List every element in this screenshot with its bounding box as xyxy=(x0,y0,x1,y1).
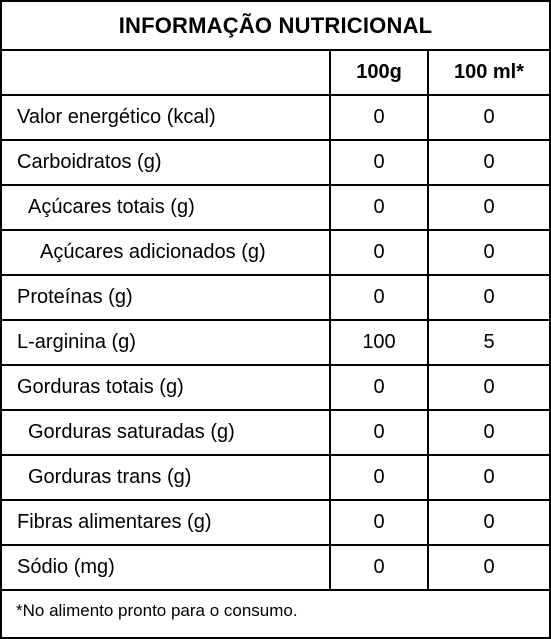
panel-title: INFORMAÇÃO NUTRICIONAL xyxy=(2,2,549,51)
nutrient-label: Gorduras totais (g) xyxy=(2,365,330,411)
value-100ml: 0 xyxy=(427,185,549,231)
value-100g: 0 xyxy=(329,230,428,276)
value-100g: 0 xyxy=(329,410,428,456)
header-100ml: 100 ml* xyxy=(427,51,549,96)
value-100ml: 5 xyxy=(427,320,549,366)
nutrient-label: Valor energético (kcal) xyxy=(2,95,330,141)
header-100g: 100g xyxy=(329,51,428,96)
nutrient-row: Açúcares adicionados (g) 0 0 xyxy=(2,230,549,276)
value-100g: 100 xyxy=(329,320,428,366)
nutrient-row: Gorduras trans (g) 0 0 xyxy=(2,455,549,501)
nutrient-rows: Valor energético (kcal) 0 0 Carboidratos (g… xyxy=(2,95,549,591)
nutrient-row: Gorduras totais (g) 0 0 xyxy=(2,365,549,411)
value-100g: 0 xyxy=(329,365,428,411)
header-row: 100g 100 ml* xyxy=(2,51,549,96)
nutrient-row: Carboidratos (g) 0 0 xyxy=(2,140,549,186)
value-100ml: 0 xyxy=(427,545,549,591)
nutrient-label: Gorduras saturadas (g) xyxy=(2,410,330,456)
value-100ml: 0 xyxy=(427,500,549,546)
value-100ml: 0 xyxy=(427,95,549,141)
nutrient-row: Gorduras saturadas (g) 0 0 xyxy=(2,410,549,456)
nutrient-label: Carboidratos (g) xyxy=(2,140,330,186)
value-100g: 0 xyxy=(329,455,428,501)
nutrient-label: Proteínas (g) xyxy=(2,275,330,321)
nutrient-row: Valor energético (kcal) 0 0 xyxy=(2,95,549,141)
value-100g: 0 xyxy=(329,500,428,546)
nutrition-table: 100g 100 ml* Valor energético (kcal) 0 0 Ca… xyxy=(2,51,549,591)
footnote: *No alimento pronto para o consumo. xyxy=(16,601,298,620)
nutrient-label: L-arginina (g) xyxy=(2,320,330,366)
value-100g: 0 xyxy=(329,545,428,591)
nutrient-label: Gorduras trans (g) xyxy=(2,455,330,501)
nutrient-row: L-arginina (g) 100 5 xyxy=(2,320,549,366)
value-100g: 0 xyxy=(329,95,428,141)
nutrient-row: Proteínas (g) 0 0 xyxy=(2,275,549,321)
nutrient-label: Açúcares adicionados (g) xyxy=(2,230,330,276)
value-100ml: 0 xyxy=(427,365,549,411)
value-100ml: 0 xyxy=(427,140,549,186)
value-100g: 0 xyxy=(329,185,428,231)
nutrient-row: Açúcares totais (g) 0 0 xyxy=(2,185,549,231)
value-100ml: 0 xyxy=(427,275,549,321)
nutrient-row: Sódio (mg) 0 0 xyxy=(2,545,549,591)
value-100g: 0 xyxy=(329,275,428,321)
nutrient-label: Sódio (mg) xyxy=(2,545,330,591)
value-100g: 0 xyxy=(329,140,428,186)
value-100ml: 0 xyxy=(427,455,549,501)
value-100ml: 0 xyxy=(427,230,549,276)
value-100ml: 0 xyxy=(427,410,549,456)
header-blank-cell xyxy=(2,51,330,96)
nutrient-row: Fibras alimentares (g) 0 0 xyxy=(2,500,549,546)
nutrient-label: Açúcares totais (g) xyxy=(2,185,330,231)
nutrient-label: Fibras alimentares (g) xyxy=(2,500,330,546)
